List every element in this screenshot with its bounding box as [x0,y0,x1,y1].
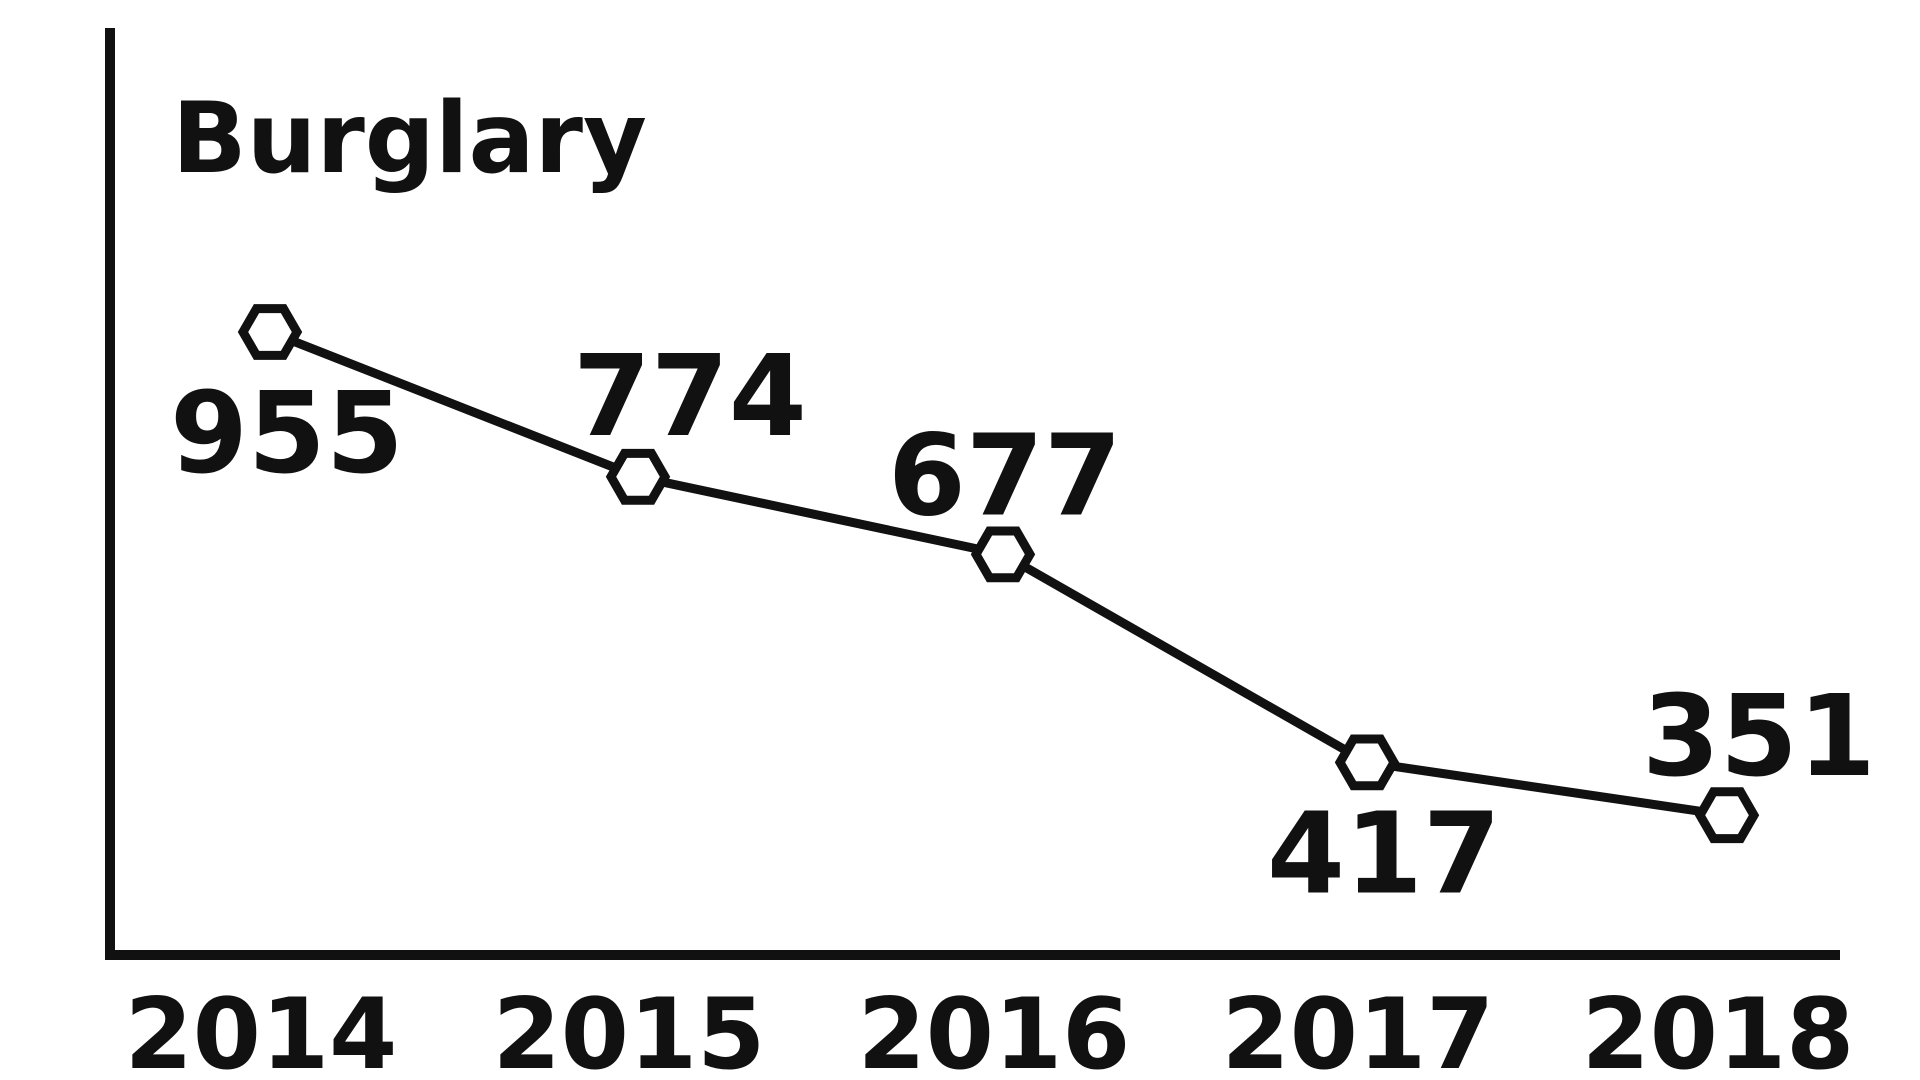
data-label: 774 [573,332,807,462]
x-tick-label: 2017 [1222,978,1495,1080]
x-tick-label: 2015 [493,978,766,1080]
data-point-marker [237,304,303,360]
data-label: 955 [170,369,404,499]
data-point-marker [970,526,1036,583]
x-tick-layer: 2014 2015 2016 2017 2018 [125,978,1855,1080]
data-label: 351 [1642,672,1876,802]
x-tick-label: 2014 [125,978,398,1080]
marker-layer [237,304,1760,844]
data-point-marker [1334,734,1400,791]
data-point-marker [1694,787,1760,844]
data-point-marker [605,448,671,505]
data-label: 677 [888,411,1122,541]
x-tick-label: 2018 [1582,978,1855,1080]
chart-axes [105,28,1840,960]
data-label-layer: 955 774 677 417 351 [170,332,1876,920]
data-label: 417 [1267,789,1501,919]
chart-title: Burglary [172,82,647,196]
x-tick-label: 2016 [858,978,1131,1080]
